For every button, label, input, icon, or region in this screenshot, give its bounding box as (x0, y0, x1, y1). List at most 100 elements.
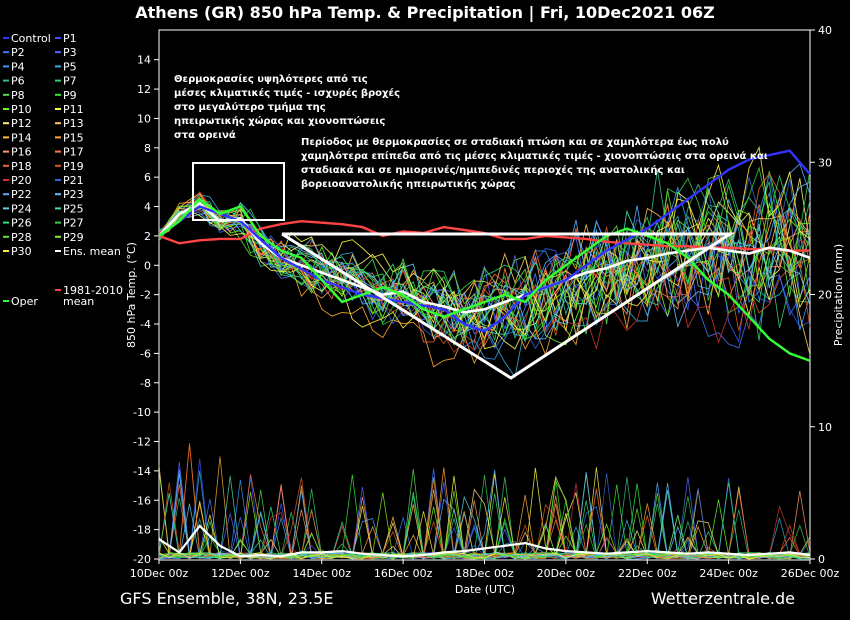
y-tick-label: 0 (144, 259, 151, 272)
legend-item: Ens. mean (63, 245, 121, 258)
x-tick-label: 16Dec 00z (374, 567, 433, 580)
ensemble-precip-line (158, 467, 811, 560)
y-tick-label: -10 (133, 406, 151, 419)
annotation-shapes (192, 162, 736, 380)
ensemble-member-line (158, 203, 811, 347)
y-tick-label: -16 (133, 494, 151, 507)
legend-item: P2 (11, 46, 25, 59)
warm-period-box (192, 162, 285, 221)
y-tick-label: 12 (137, 83, 151, 96)
legend-item: P25 (63, 202, 84, 215)
legend-item: P8 (11, 89, 25, 102)
chart-title: Athens (GR) 850 hPa Temp. & Precipitatio… (135, 3, 714, 23)
annotation-text-1: Θερμοκρασίες υψηλότερες από τις μέσες κλ… (174, 73, 400, 141)
x-tick-label: 12Dec 00z (211, 567, 270, 580)
legend-item: P15 (63, 131, 84, 144)
y-tick-label: 8 (144, 142, 151, 155)
x-tick-label: 22Dec 00z (618, 567, 677, 580)
y-tick-label: 10 (137, 112, 151, 125)
y2-axis-label: Precipitation (mm) (832, 244, 845, 346)
x-tick-label: 10Dec 00z (130, 567, 189, 580)
legend-item: P18 (11, 160, 32, 173)
x-tick-label: 26Dec 00z (781, 567, 840, 580)
y-tick-label: 2 (144, 230, 151, 243)
legend-item: P5 (63, 60, 77, 73)
y2-tick-label: 30 (818, 156, 832, 169)
series-line-ens-mean (158, 202, 811, 314)
legend-item: P17 (63, 146, 84, 159)
x-tick-label: 14Dec 00z (292, 567, 351, 580)
legend-item: P27 (63, 217, 84, 230)
y2-tick-label: 20 (818, 289, 832, 302)
legend-item: P16 (11, 146, 32, 159)
legend-item: P10 (11, 103, 32, 116)
legend: Control P1 P2 P3 P4 P5 P6 P7 P8 P9 P10 P11 P12 P13 P14… (3, 32, 123, 308)
y-tick-label: -18 (133, 524, 151, 537)
legend-item: P12 (11, 117, 32, 130)
x-tick-label: 20Dec 00z (537, 567, 596, 580)
legend-item: P24 (11, 202, 32, 215)
y-tick-label: 14 (137, 54, 151, 67)
note2-line: Περίοδος με θερμοκρασίες σε σταδιακή πτώ… (301, 136, 729, 148)
ensemble-member-line (158, 145, 811, 340)
note1-line: Θερμοκρασίες υψηλότερες από τις (174, 73, 368, 85)
note1-line: στο μεγαλύτερο τμήμα της (174, 101, 326, 113)
y2-tick-label: 0 (818, 553, 825, 566)
legend-item: P29 (63, 231, 84, 244)
y-axis-label: 850 hPa Temp. (°C) (125, 242, 138, 348)
legend-item: P14 (11, 131, 32, 144)
y-tick-label: -4 (140, 318, 151, 331)
note2-line: χαμηλότερα επίπεδα από τις μέσες κλιματι… (301, 150, 768, 162)
x-axis: 10Dec 00z 12Dec 00z 14Dec 00z 16Dec 00z 18De… (130, 559, 840, 580)
note1-line: μέσες κλιματικές τιμές - ισχυρές βροχές (174, 87, 400, 99)
legend-item: P6 (11, 75, 25, 88)
legend-item: P4 (11, 60, 25, 73)
legend-item: P3 (63, 46, 77, 59)
note2-line: βορειοανατολικής ηπειρωτικής χώρας (301, 178, 516, 190)
annotation-text-2: Περίοδος με θερμοκρασίες σε σταδιακή πτώ… (301, 136, 768, 190)
legend-item: P9 (63, 89, 77, 102)
x-axis-label: Date (UTC) (455, 583, 515, 596)
series-line-control (158, 149, 811, 333)
legend-item: P30 (11, 245, 32, 258)
x-tick-label: 18Dec 00z (455, 567, 514, 580)
legend-item: Oper (11, 295, 38, 308)
y-tick-label: -6 (140, 347, 151, 360)
footer-model: GFS Ensemble, 38N, 23.5E (120, 589, 333, 608)
note1-line: στα ορεινά (174, 129, 236, 141)
y2-tick-label: 10 (818, 421, 832, 434)
legend-item: P1 (63, 32, 77, 45)
y-tick-label: -12 (133, 436, 151, 449)
legend-item: P19 (63, 160, 84, 173)
legend-item: P23 (63, 188, 84, 201)
series-line-oper (158, 197, 811, 362)
legend-item: P22 (11, 188, 32, 201)
cold-period-triangle (281, 232, 736, 380)
legend-item: Control (11, 32, 51, 45)
y-axis: 14 12 10 8 6 4 2 0 -2 -4 -6 -8 -10 -12 -14 -16 -18 -20 (133, 54, 159, 566)
legend-item: 1981-2010 (63, 284, 123, 297)
y-tick-label: -20 (133, 553, 151, 566)
y2-tick-label: 40 (818, 24, 832, 37)
footer-source: Wetterzentrale.de (651, 589, 795, 608)
legend-item: P20 (11, 174, 32, 187)
x-tick-label: 24Dec 00z (699, 567, 758, 580)
ensemble-member-line (158, 174, 811, 319)
y-tick-label: 4 (144, 201, 151, 214)
legend-item: P7 (63, 75, 77, 88)
legend-item: P26 (11, 217, 32, 230)
y-tick-label: -8 (140, 377, 151, 390)
note2-line: σταδιακά και σε ημιορεινές/ημιπεδινές πε… (301, 164, 685, 176)
y-tick-label: 6 (144, 171, 151, 184)
precip-mean-line (158, 524, 811, 558)
note1-line: ηπειρωτικής χώρας και χιονοπτώσεις (174, 115, 385, 127)
y2-axis: 40 30 20 10 0 (810, 24, 832, 566)
y-tick-label: -2 (140, 289, 151, 302)
legend-item: P28 (11, 231, 32, 244)
legend-item: P11 (63, 103, 84, 116)
legend-item: mean (63, 295, 94, 308)
ensemble-precip-line (158, 486, 810, 560)
y-tick-label: -14 (133, 465, 151, 478)
legend-item: P21 (63, 174, 84, 187)
